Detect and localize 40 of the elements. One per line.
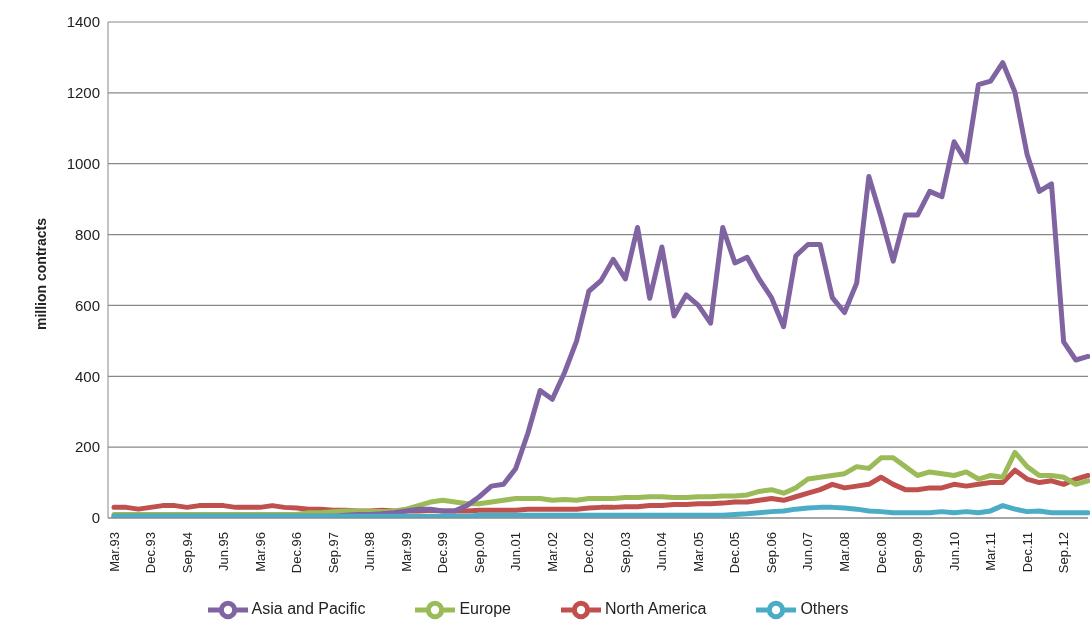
x-tick-label: Mar.11 bbox=[983, 532, 999, 571]
x-tick-label: Dec.11 bbox=[1019, 532, 1035, 573]
x-tick-label: Sep.94 bbox=[179, 532, 195, 574]
x-tick-label: Sep.03 bbox=[617, 532, 633, 574]
legend-label: North America bbox=[605, 600, 707, 618]
x-tick-label: Dec.08 bbox=[873, 532, 889, 574]
x-tick-label: Sep.06 bbox=[763, 532, 779, 574]
x-tick-label: Sep.00 bbox=[471, 532, 487, 574]
y-tick-label: 400 bbox=[74, 367, 100, 385]
x-tick-label: Mar.02 bbox=[544, 532, 560, 572]
legend-label: Europe bbox=[459, 600, 512, 618]
x-tick-label: Mar.08 bbox=[837, 532, 852, 572]
x-tick-label: Jun.95 bbox=[216, 532, 232, 572]
y-tick-label: 1000 bbox=[66, 155, 100, 173]
x-tick-label: Mar.05 bbox=[690, 532, 706, 572]
x-tick-label: Mar.93 bbox=[106, 532, 122, 572]
y-axis-title: million contracts bbox=[32, 217, 49, 330]
y-tick-label: 200 bbox=[74, 438, 100, 456]
x-tick-label: Dec.05 bbox=[727, 532, 743, 574]
y-tick-label: 600 bbox=[74, 296, 100, 314]
x-tick-label: Jun.98 bbox=[362, 532, 378, 572]
y-tick-label: 1200 bbox=[66, 84, 100, 102]
y-tick-label: 1400 bbox=[66, 13, 100, 31]
x-tick-label: Dec.99 bbox=[435, 532, 451, 574]
y-tick-label: 800 bbox=[74, 225, 100, 243]
x-tick-label: Dec.02 bbox=[581, 532, 597, 574]
legend-label: Others bbox=[800, 600, 849, 618]
x-tick-label: Jun.04 bbox=[654, 532, 670, 572]
x-tick-label: Mar.96 bbox=[252, 532, 268, 572]
y-tick-label: 0 bbox=[91, 509, 100, 527]
x-tick-label: Sep.12 bbox=[1056, 532, 1072, 574]
x-tick-label: Mar.99 bbox=[398, 532, 414, 572]
x-tick-label: Jun.07 bbox=[800, 532, 816, 572]
x-tick-label: Jun.10 bbox=[946, 532, 962, 572]
x-tick-label: Jun.01 bbox=[508, 532, 524, 572]
x-tick-label: Dec.96 bbox=[289, 532, 305, 574]
x-tick-label: Sep.09 bbox=[910, 532, 926, 574]
legend-label: Asia and Pacific bbox=[251, 600, 366, 618]
x-tick-label: Sep.97 bbox=[325, 532, 341, 574]
x-tick-label: Dec.93 bbox=[143, 532, 159, 574]
